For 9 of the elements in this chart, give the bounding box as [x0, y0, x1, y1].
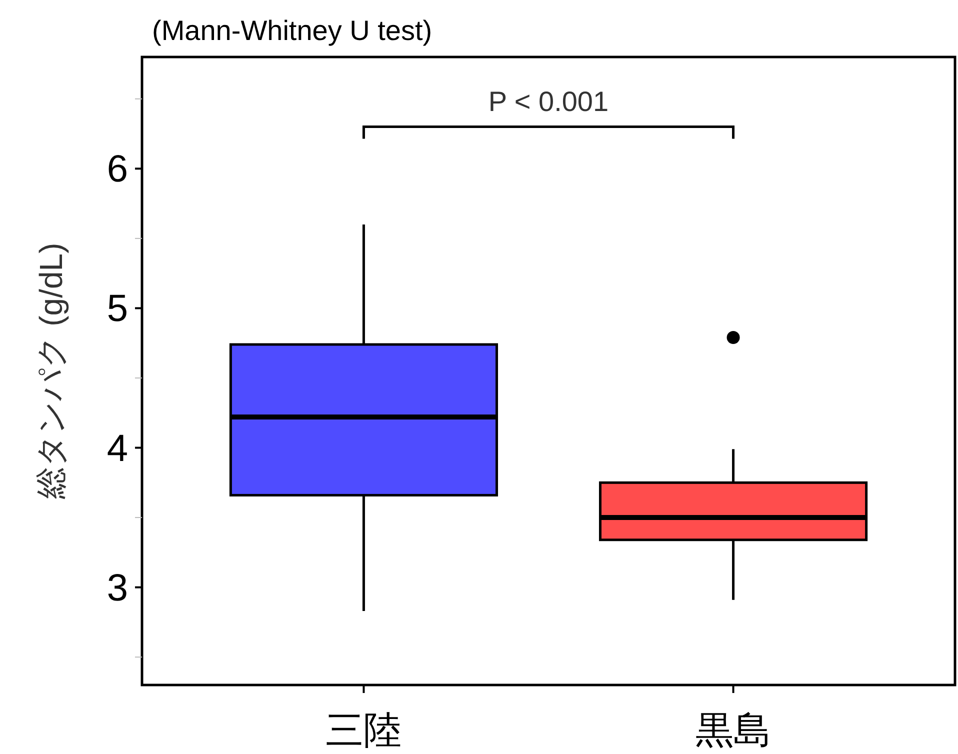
- y-axis-title: 総タンパク (g/dL): [33, 242, 69, 500]
- x-tick-label: 黒島: [695, 710, 772, 752]
- y-tick-label: 3: [106, 567, 128, 610]
- y-tick-label: 5: [106, 288, 128, 330]
- y-tick-label: 4: [106, 428, 128, 470]
- y-tick-label: 6: [106, 148, 128, 191]
- annotation: P < 0.001: [488, 86, 609, 117]
- chart-title: (Mann-Whitney U test): [152, 15, 432, 46]
- x-tick-label: 三陸: [326, 710, 402, 752]
